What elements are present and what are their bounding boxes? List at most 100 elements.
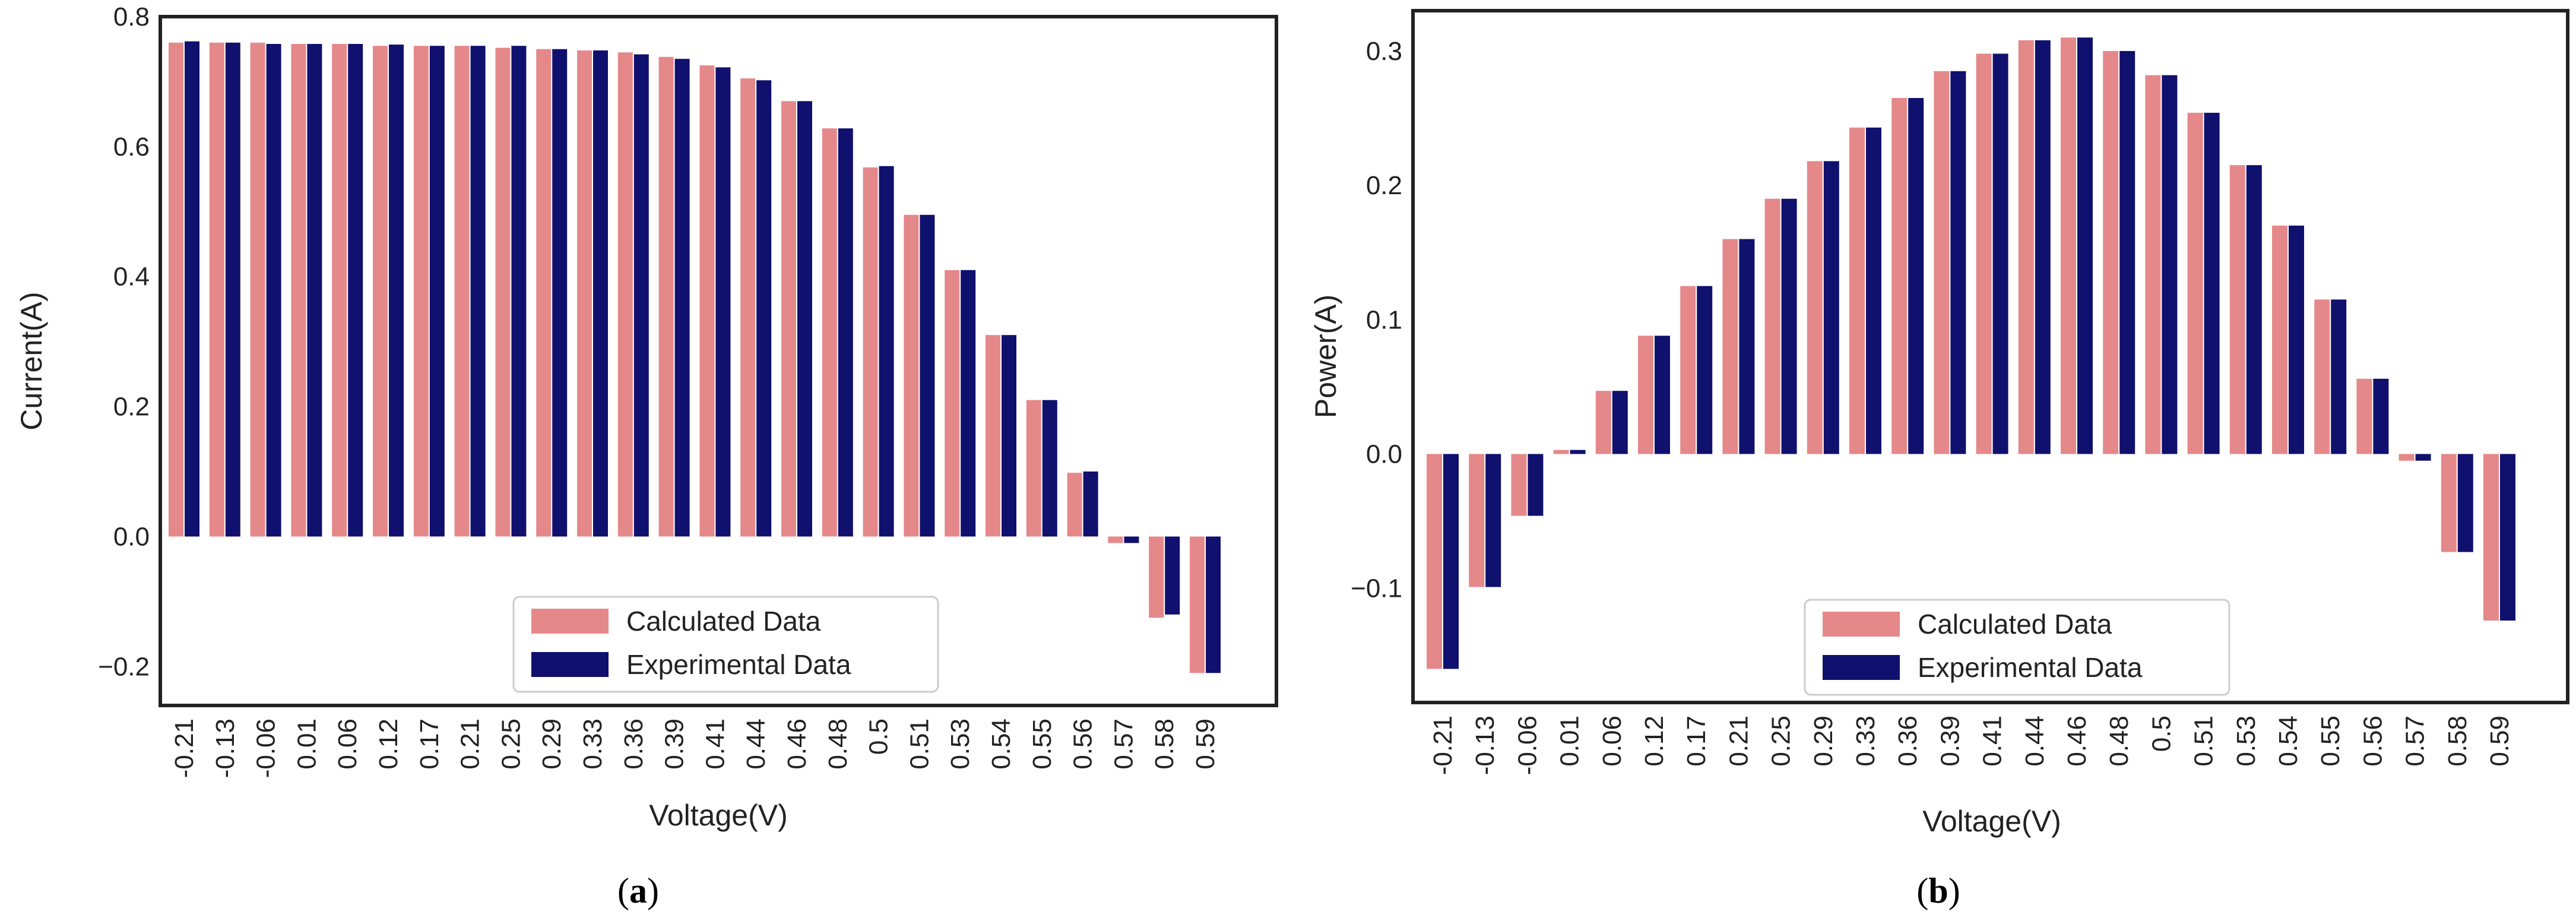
chart-a-y-tick-label-5: 0.8 — [113, 2, 150, 31]
chart-a-bar-experimental-25 — [1206, 536, 1221, 673]
chart-b-bar-experimental-8 — [1781, 198, 1797, 454]
chart-b-x-tick-label-0: -0.21 — [1428, 716, 1457, 775]
chart-a-x-tick-label-12: 0.39 — [660, 719, 689, 770]
chart-a-bar-experimental-7 — [470, 46, 486, 537]
chart-b-bar-calculated-17 — [2145, 75, 2161, 454]
chart-a-x-tick-label-17: 0.5 — [864, 719, 893, 755]
chart-b-bar-calculated-4 — [1595, 391, 1611, 454]
chart-a-frame — [159, 15, 1278, 707]
chart-a-bar-experimental-16 — [838, 128, 853, 537]
chart-a-bar-experimental-5 — [389, 45, 404, 537]
chart-b-bar-calculated-0 — [1427, 454, 1442, 669]
chart-b-panel-caption: (b) — [1916, 871, 1960, 910]
chart-a-bar-experimental-21 — [1042, 400, 1057, 537]
chart-a-bar-calculated-25 — [1190, 536, 1205, 673]
chart-a-bar-calculated-1 — [209, 42, 224, 537]
chart-b-x-tick-label-22: 0.56 — [2358, 716, 2387, 767]
chart-b-bar-experimental-1 — [1485, 454, 1501, 587]
chart-a-x-axis-label: Voltage(V) — [649, 799, 787, 832]
chart-b-x-tick-label-15: 0.46 — [2062, 716, 2092, 767]
chart-b-x-tick-label-23: 0.57 — [2401, 716, 2430, 767]
chart-a-bar-calculated-24 — [1149, 536, 1164, 618]
chart-a-bar-calculated-22 — [1067, 473, 1082, 537]
chart-a-x-tick-label-19: 0.53 — [946, 719, 975, 770]
chart-b-legend-swatch-experimental — [1823, 655, 1900, 680]
chart-b-bar-experimental-0 — [1443, 454, 1459, 669]
chart-b-bar-calculated-8 — [1764, 198, 1780, 454]
chart-a-bar-calculated-20 — [986, 335, 1000, 537]
chart-b-bar-experimental-9 — [1823, 161, 1839, 454]
chart-b-bar-calculated-25 — [2483, 454, 2499, 621]
chart-a-x-tick-label-10: 0.33 — [578, 719, 607, 770]
chart-a-bar-calculated-16 — [822, 128, 837, 537]
chart-a-bar-experimental-13 — [715, 67, 731, 537]
chart-a-y-tick-label-2: 0.2 — [113, 393, 150, 422]
chart-a-x-tick-label-4: 0.06 — [333, 719, 362, 770]
chart-a-bar-experimental-3 — [307, 44, 322, 537]
chart-b-bar-experimental-2 — [1528, 454, 1544, 516]
chart-a-x-tick-label-5: 0.12 — [374, 719, 403, 770]
chart-a-bar-calculated-11 — [617, 52, 633, 537]
chart-a-bar-experimental-9 — [552, 49, 568, 537]
chart-a-y-tick-label-3: 0.4 — [113, 262, 150, 292]
chart-a-x-tick-label-2: -0.06 — [252, 719, 281, 778]
chart-b-y-axis-label: Power(A) — [1309, 295, 1342, 418]
chart-a-x-tick-label-6: 0.17 — [415, 719, 444, 770]
chart-a-x-tick-label-23: 0.57 — [1109, 719, 1138, 770]
chart-a-bar-calculated-6 — [413, 46, 429, 537]
chart-a-x-tick-label-13: 0.41 — [701, 719, 730, 770]
chart-a-bar-calculated-17 — [863, 167, 878, 537]
chart-a-x-tick-label-25: 0.59 — [1191, 719, 1220, 770]
chart-b-bar-calculated-13 — [1976, 53, 1992, 454]
chart-b-bar-calculated-22 — [2356, 378, 2372, 454]
chart-b-x-tick-label-8: 0.25 — [1767, 716, 1796, 767]
chart-a-legend-swatch-experimental — [531, 652, 609, 677]
chart-a-y-tick-label-4: 0.6 — [113, 132, 150, 162]
chart-a-legend-label-experimental: Experimental Data — [626, 649, 851, 680]
chart-b-x-tick-label-9: 0.29 — [1809, 716, 1838, 767]
chart-a-bar-calculated-23 — [1108, 536, 1123, 543]
chart-b-x-tick-label-5: 0.12 — [1640, 716, 1669, 767]
chart-b-x-tick-label-12: 0.39 — [1935, 716, 1965, 767]
chart-a-x-tick-label-0: -0.21 — [170, 719, 199, 778]
chart-a-bar-calculated-19 — [945, 270, 960, 537]
chart-b-bar-experimental-20 — [2289, 225, 2304, 454]
chart-b-bar-calculated-5 — [1638, 336, 1653, 454]
chart-b-bar-calculated-19 — [2229, 165, 2245, 454]
chart-b-x-tick-label-10: 0.33 — [1851, 716, 1880, 767]
chart-b-y-tick-label-2: 0.1 — [1366, 305, 1402, 334]
chart-b-x-tick-label-7: 0.21 — [1724, 716, 1753, 767]
chart-b-x-tick-label-6: 0.17 — [1682, 716, 1711, 767]
chart-b-bar-calculated-7 — [1722, 239, 1738, 454]
chart-a-legend: Calculated Data Experimental Data — [512, 596, 939, 693]
chart-a-bar-experimental-24 — [1165, 536, 1180, 615]
chart-a-bars — [169, 41, 1221, 673]
chart-b-bar-experimental-21 — [2331, 299, 2347, 454]
chart-b-power: −0.1 0.0 0.1 0.2 0.3 -0.21 -0.13 -0.06 0.01 0.06… — [1309, 9, 2569, 910]
chart-b-bar-calculated-15 — [2061, 37, 2076, 454]
chart-b-bar-experimental-22 — [2373, 378, 2389, 454]
chart-a-bar-experimental-10 — [593, 50, 608, 537]
chart-b-bar-calculated-11 — [1891, 98, 1908, 454]
chart-b-bar-experimental-3 — [1570, 450, 1586, 454]
chart-b-legend-swatch-calculated — [1823, 612, 1900, 637]
chart-a-bar-experimental-1 — [225, 42, 240, 537]
chart-a-bar-calculated-21 — [1026, 400, 1041, 537]
chart-b-x-axis-label: Voltage(V) — [1922, 805, 2061, 838]
chart-a-legend-label-calculated: Calculated Data — [626, 606, 821, 637]
chart-a-bar-calculated-15 — [781, 101, 796, 537]
chart-b-bar-calculated-24 — [2441, 454, 2457, 552]
chart-b-bar-calculated-10 — [1849, 127, 1865, 454]
chart-b-bar-experimental-5 — [1655, 336, 1670, 454]
chart-b-bar-calculated-20 — [2272, 225, 2287, 454]
chart-a-bar-calculated-2 — [250, 42, 265, 537]
chart-a-bar-experimental-17 — [879, 166, 894, 537]
chart-a-bar-calculated-14 — [740, 78, 756, 537]
chart-a-x-tick-label-22: 0.56 — [1069, 719, 1098, 770]
chart-b-bar-calculated-16 — [2103, 50, 2119, 454]
chart-a-x-tick-label-8: 0.25 — [496, 719, 525, 770]
chart-b-bars — [1427, 37, 2515, 669]
chart-a-y-tick-label-0: −0.2 — [98, 652, 150, 681]
chart-a-x-tick-label-18: 0.51 — [905, 719, 934, 770]
chart-b-bar-experimental-23 — [2415, 454, 2431, 461]
